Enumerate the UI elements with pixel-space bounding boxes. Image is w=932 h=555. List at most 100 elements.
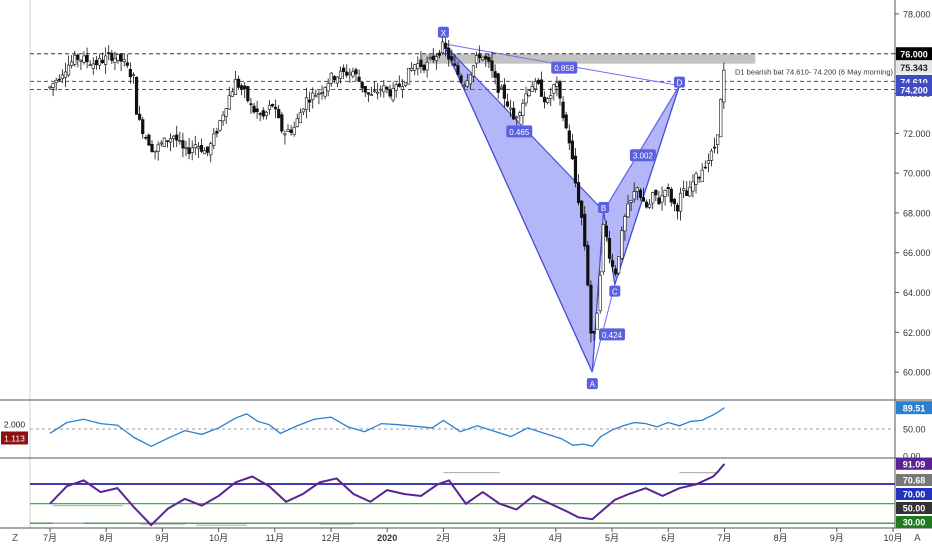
candle-body-200 <box>666 187 670 190</box>
candle-body-196 <box>654 189 658 196</box>
candle-body-20 <box>110 52 114 61</box>
candle-body-33 <box>150 144 154 152</box>
x-tick-label-3: 10月 <box>209 533 228 543</box>
candle-body-14 <box>91 63 95 69</box>
candle-body-175 <box>589 284 593 334</box>
candle-body-127 <box>440 41 445 54</box>
candle-body-95 <box>342 67 346 72</box>
indicator-panel-1 <box>30 407 895 448</box>
candle-body-160 <box>542 96 547 103</box>
candle-body-43 <box>181 140 185 149</box>
candle-body-121 <box>422 64 426 71</box>
candle-body-3 <box>57 78 61 81</box>
candle-body-21 <box>113 58 117 64</box>
candle-body-125 <box>434 56 438 61</box>
candle-body-67 <box>255 108 259 112</box>
price-tick-label-9: 60.000 <box>903 368 931 378</box>
candle-body-62 <box>240 85 244 90</box>
candle-body-117 <box>410 67 414 71</box>
candle-body-203 <box>675 204 680 212</box>
candle-body-217 <box>719 99 723 138</box>
candle-body-101 <box>360 81 364 89</box>
candle-body-40 <box>172 135 176 139</box>
candle-body-126 <box>437 52 442 56</box>
candle-body-82 <box>301 108 306 113</box>
candle-body-28 <box>134 76 139 115</box>
candle-body-10 <box>79 59 83 62</box>
candle-body-138 <box>474 55 479 64</box>
pattern-point-B-box <box>598 201 610 213</box>
ind1-left-box-1 <box>1 431 28 445</box>
price-tick-label-7: 64.000 <box>903 288 931 298</box>
candle-body-189 <box>632 191 636 200</box>
candle-body-97 <box>348 72 352 75</box>
ratio-box-2 <box>629 149 656 162</box>
candle-body-115 <box>403 82 408 86</box>
price-tick-label-6: 66.000 <box>903 248 931 258</box>
candle-body-19 <box>107 52 111 54</box>
ind1-tick-label-1: 0.00 <box>903 452 921 462</box>
z-label[interactable]: Z <box>12 533 18 544</box>
candle-body-194 <box>648 203 652 208</box>
ind2-line <box>49 463 726 527</box>
candle-body-153 <box>521 103 525 116</box>
pattern-point-A-box <box>586 378 598 390</box>
price-tick-label-4: 70.000 <box>903 169 931 179</box>
candle-body-129 <box>447 47 451 60</box>
candle-body-69 <box>261 110 265 117</box>
x-tick-label-1: 8月 <box>99 533 113 543</box>
candle-body-24 <box>122 59 126 62</box>
candle-body-83 <box>304 97 309 110</box>
candle-body-2 <box>54 80 58 84</box>
candle-body-63 <box>243 85 247 90</box>
candle-body-93 <box>335 76 340 84</box>
price-panel: X A B C D 0.465 0.424 3.002 0.858 D1 bearish bat … <box>30 26 895 390</box>
candle-body-25 <box>125 62 129 66</box>
ind2-level-box-1 <box>896 488 932 500</box>
a-label[interactable]: A <box>914 533 921 544</box>
candle-body-31 <box>144 136 148 139</box>
price-tag-box-3 <box>896 83 932 97</box>
candle-body-174 <box>586 244 590 286</box>
candle-body-68 <box>258 113 262 115</box>
candle-body-56 <box>221 114 225 122</box>
candle-body-173 <box>583 213 587 247</box>
candle-body-216 <box>716 134 720 146</box>
candle-body-102 <box>363 86 367 93</box>
candle-body-50 <box>202 150 207 155</box>
candle-body-34 <box>153 150 157 153</box>
candle-body-59 <box>230 91 234 97</box>
ind1-left-tag-0: 2.000 <box>4 420 26 430</box>
candle-body-205 <box>682 188 686 191</box>
price-tick-label-3: 72.000 <box>903 129 931 139</box>
candle-body-132 <box>456 65 460 75</box>
candle-body-5 <box>63 71 68 78</box>
candle-body-111 <box>391 88 395 101</box>
candle-body-218 <box>722 69 726 103</box>
x-tick-label-6: 2020 <box>377 533 397 543</box>
ind2-last-box <box>896 457 932 470</box>
candle-body-206 <box>685 190 689 197</box>
candle-body-193 <box>644 201 649 208</box>
candle-body-146 <box>499 86 503 89</box>
pattern-point-D: D <box>677 79 683 88</box>
candle-body-150 <box>512 107 516 120</box>
candle-body-79 <box>292 126 296 135</box>
candle-body-201 <box>669 188 673 203</box>
ind2-level-tag-0: 70.68 <box>903 476 926 486</box>
ind1-left-tag-1: 1.113 <box>4 434 25 444</box>
candle-body-191 <box>638 189 642 198</box>
candle-body-44 <box>184 147 188 149</box>
ind2-level-tag-2: 50.00 <box>903 504 926 514</box>
x-tick-label-10: 5月 <box>605 533 619 543</box>
pattern-point-A: A <box>590 380 596 389</box>
x-tick-label-14: 9月 <box>830 533 844 543</box>
candle-body-88 <box>320 92 324 94</box>
candle-body-48 <box>196 146 200 149</box>
candle-body-39 <box>168 138 173 143</box>
candle-body-74 <box>277 109 281 119</box>
ind2-level-box-0 <box>896 474 932 486</box>
x-tick-label-2: 9月 <box>155 533 169 543</box>
candle-body-215 <box>712 146 717 149</box>
candle-body-119 <box>416 63 420 69</box>
